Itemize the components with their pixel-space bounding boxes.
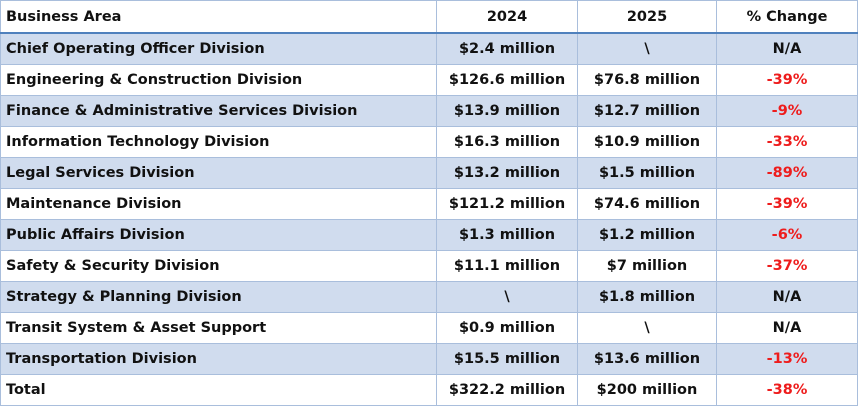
table-row: Safety & Security Division $11.1 million $… — [0, 250, 858, 282]
cell-percent-change: -39% — [716, 188, 858, 220]
cell-2025: $12.7 million — [577, 95, 717, 127]
cell-2024: $13.2 million — [436, 157, 578, 189]
header-2024: 2024 — [436, 0, 578, 34]
cell-business-area: Transit System & Asset Support — [0, 312, 437, 344]
cell-business-area: Maintenance Division — [0, 188, 437, 220]
header-row: Business Area 2024 2025 % Change — [0, 0, 858, 34]
cell-percent-change: N/A — [716, 281, 858, 313]
cell-2025: $10.9 million — [577, 126, 717, 158]
cell-2024: $121.2 million — [436, 188, 578, 220]
cell-business-area: Total — [0, 374, 437, 406]
cell-business-area: Safety & Security Division — [0, 250, 437, 282]
cell-2024: $16.3 million — [436, 126, 578, 158]
cell-business-area: Chief Operating Officer Division — [0, 32, 437, 65]
cell-business-area: Legal Services Division — [0, 157, 437, 189]
cell-2025: \ — [577, 312, 717, 344]
cell-business-area: Public Affairs Division — [0, 219, 437, 251]
cell-percent-change: -38% — [716, 374, 858, 406]
cell-2025: $7 million — [577, 250, 717, 282]
cell-business-area: Information Technology Division — [0, 126, 437, 158]
cell-percent-change: -6% — [716, 219, 858, 251]
cell-2025: $1.2 million — [577, 219, 717, 251]
table-row: Transportation Division $15.5 million $13.… — [0, 343, 858, 375]
cell-2024: $1.3 million — [436, 219, 578, 251]
cell-2025: \ — [577, 32, 717, 65]
header-business-area: Business Area — [0, 0, 437, 34]
cell-2024: $0.9 million — [436, 312, 578, 344]
table-row: Strategy & Planning Division \ $1.8 millio… — [0, 281, 858, 313]
cell-2025: $1.5 million — [577, 157, 717, 189]
cell-2024: $126.6 million — [436, 64, 578, 96]
header-percent-change: % Change — [716, 0, 858, 34]
cell-percent-change: -89% — [716, 157, 858, 189]
cell-business-area: Transportation Division — [0, 343, 437, 375]
cell-2024: $2.4 million — [436, 32, 578, 65]
total-row: Total $322.2 million $200 million -38% — [0, 374, 858, 406]
table-row: Finance & Administrative Services Divisi… — [0, 95, 858, 127]
table-row: Information Technology Division $16.3 mil… — [0, 126, 858, 158]
table-row: Engineering & Construction Division $126.… — [0, 64, 858, 96]
cell-2024: $13.9 million — [436, 95, 578, 127]
cell-2025: $76.8 million — [577, 64, 717, 96]
table-row: Transit System & Asset Support $0.9 milli… — [0, 312, 858, 344]
cell-percent-change: N/A — [716, 312, 858, 344]
cell-2025: $200 million — [577, 374, 717, 406]
cell-percent-change: -13% — [716, 343, 858, 375]
cell-2025: $74.6 million — [577, 188, 717, 220]
cell-percent-change: -37% — [716, 250, 858, 282]
header-2025: 2025 — [577, 0, 717, 34]
cell-business-area: Engineering & Construction Division — [0, 64, 437, 96]
cell-percent-change: -33% — [716, 126, 858, 158]
cell-2024: $11.1 million — [436, 250, 578, 282]
cell-2024: \ — [436, 281, 578, 313]
cell-percent-change: N/A — [716, 32, 858, 65]
table-body: Chief Operating Officer Division $2.4 mil… — [0, 32, 858, 406]
table-row: Chief Operating Officer Division $2.4 mil… — [0, 32, 858, 65]
table-row: Legal Services Division $13.2 million $1.5… — [0, 157, 858, 189]
table-row: Maintenance Division $121.2 million $74.6 … — [0, 188, 858, 220]
table-row: Public Affairs Division $1.3 million $1.2 … — [0, 219, 858, 251]
cell-2025: $13.6 million — [577, 343, 717, 375]
cell-percent-change: -39% — [716, 64, 858, 96]
cell-business-area: Strategy & Planning Division — [0, 281, 437, 313]
cell-2024: $322.2 million — [436, 374, 578, 406]
cell-2025: $1.8 million — [577, 281, 717, 313]
cell-percent-change: -9% — [716, 95, 858, 127]
cell-2024: $15.5 million — [436, 343, 578, 375]
cell-business-area: Finance & Administrative Services Divisi… — [0, 95, 437, 127]
